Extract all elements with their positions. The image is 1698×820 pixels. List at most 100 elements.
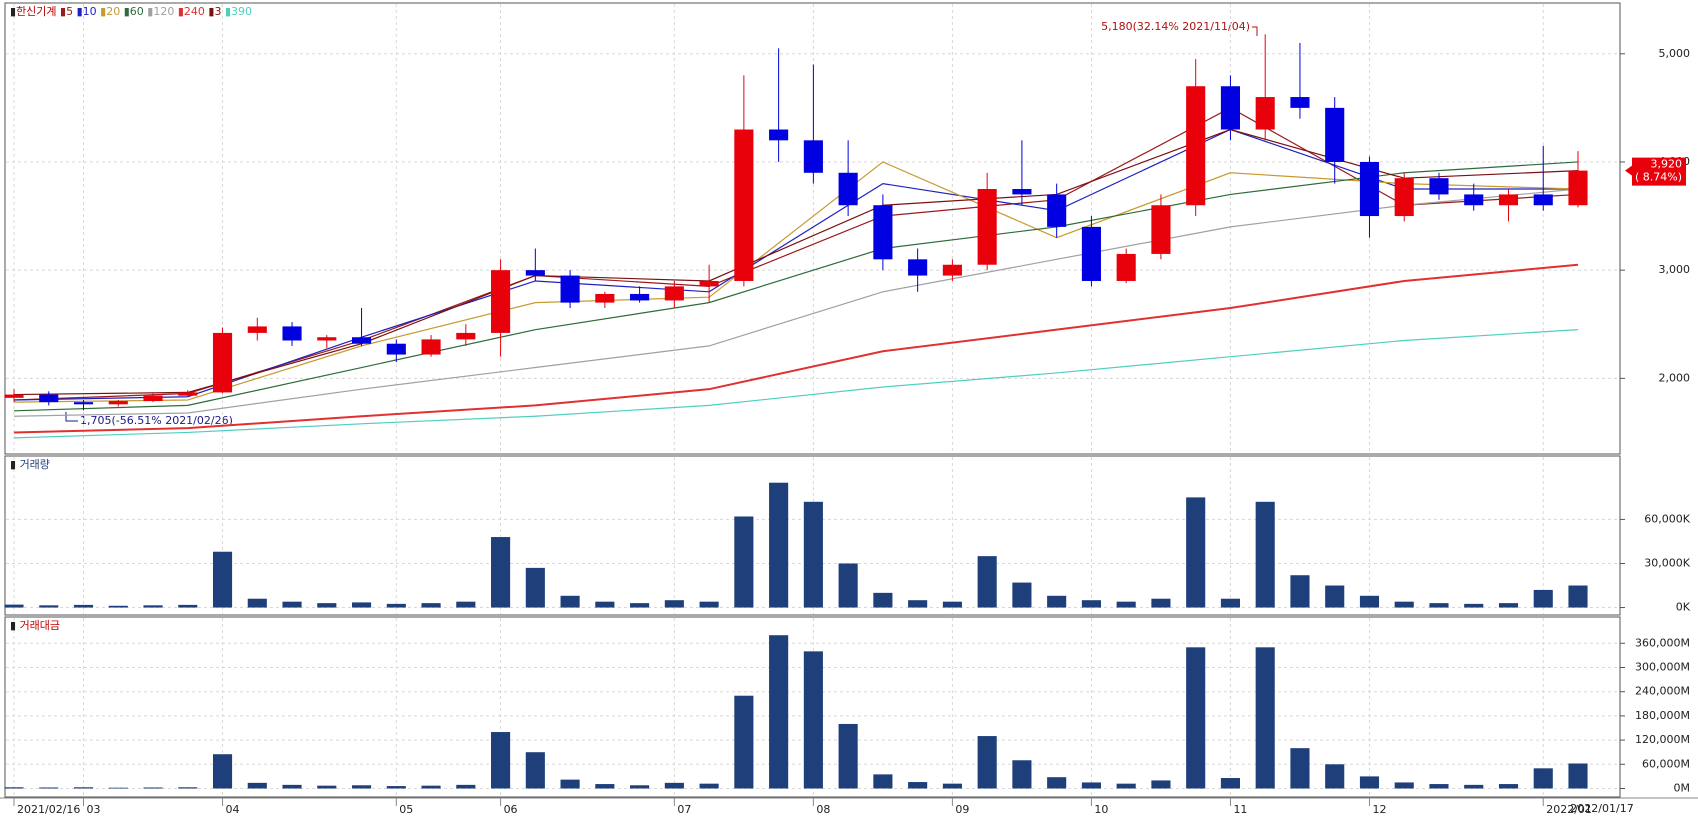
legend-entry: 3 <box>214 5 221 18</box>
bar <box>351 602 372 608</box>
candle-body <box>1255 97 1275 130</box>
legend-entry: ▮ <box>120 5 130 18</box>
bar <box>1186 647 1206 789</box>
bar <box>143 787 163 789</box>
legend-entry: 한신기계 <box>16 5 56 18</box>
y-tick-label: 120,000M <box>1635 733 1690 746</box>
bar <box>525 752 545 789</box>
bar <box>491 537 511 608</box>
legend-entry: 390 <box>231 5 252 18</box>
y-tick-label: 180,000M <box>1635 709 1690 722</box>
bar <box>456 601 476 608</box>
bar <box>1568 585 1588 608</box>
legend-entry: ▮ <box>57 5 67 18</box>
candle-body <box>317 337 337 341</box>
legend-marker: ▮ <box>10 458 20 471</box>
bar <box>769 635 789 789</box>
candle-body <box>525 270 545 276</box>
bar <box>108 605 128 608</box>
bar <box>212 551 233 608</box>
candle-body <box>1081 226 1101 281</box>
candle-body <box>1325 107 1345 162</box>
candle-body <box>1012 189 1032 195</box>
bar <box>1359 776 1380 789</box>
bar <box>1429 603 1449 608</box>
moving-average-line <box>13 161 1579 403</box>
candle-body <box>212 332 233 393</box>
bar <box>386 603 406 608</box>
bar <box>317 603 337 608</box>
bar <box>699 601 719 608</box>
high-annotation: 5,180(32.14% 2021/11/04) <box>1101 20 1250 33</box>
last-price: 3,920 <box>1651 158 1683 171</box>
bar <box>4 604 24 608</box>
legend-entry: 5 <box>66 5 73 18</box>
legend-entry: ▮ <box>221 5 231 18</box>
bar <box>178 604 198 608</box>
bar <box>1255 647 1275 789</box>
candle-body <box>803 140 823 173</box>
candle-body <box>1533 194 1553 206</box>
bar <box>1325 764 1345 789</box>
bar <box>282 784 302 789</box>
candle-body <box>386 343 406 355</box>
candle-body <box>873 205 893 260</box>
bar <box>1533 768 1553 789</box>
annotation-arrow <box>1252 26 1258 36</box>
bar <box>1290 575 1310 608</box>
candle-body <box>1186 86 1206 206</box>
bar <box>421 785 441 789</box>
bar <box>908 782 928 789</box>
bar <box>1568 763 1588 789</box>
bar <box>1220 598 1241 608</box>
x-tick-label: 11 <box>1233 803 1247 816</box>
candle-body <box>734 129 754 281</box>
bar <box>838 723 858 789</box>
bar <box>1498 784 1519 789</box>
legend-entry: 240 <box>184 5 205 18</box>
bar <box>1220 778 1241 789</box>
y-tick-label: 0K <box>1676 601 1691 614</box>
bar <box>317 785 337 789</box>
bar <box>699 783 719 789</box>
bar <box>1151 598 1171 608</box>
y-tick-label: 300,000M <box>1635 660 1690 673</box>
legend-entry: 60 <box>130 5 144 18</box>
candle-body <box>1151 205 1171 254</box>
amount-panel <box>4 616 1621 798</box>
candle-body <box>1429 178 1449 195</box>
panel-title: ▮ 거래량 <box>10 458 50 471</box>
bar <box>838 563 858 608</box>
candle-body <box>560 275 580 303</box>
x-tick-label: 06 <box>504 803 518 816</box>
candle-body <box>4 394 24 398</box>
bar <box>873 592 893 608</box>
candle-body <box>1394 178 1414 217</box>
candle-body <box>1047 194 1067 227</box>
candle-body <box>108 401 128 405</box>
candle-body <box>908 259 928 276</box>
bar <box>560 595 580 608</box>
x-tick-label: 10 <box>1094 803 1108 816</box>
bar <box>247 782 267 789</box>
bar <box>1116 601 1136 608</box>
annotation-arrow <box>65 412 78 422</box>
bar <box>1186 497 1206 608</box>
y-tick-label: 2,000 <box>1659 371 1691 384</box>
bar <box>1047 777 1067 789</box>
bar <box>1325 585 1345 608</box>
candle-body <box>595 293 615 303</box>
bar <box>351 785 372 789</box>
y-tick-label: 60,000K <box>1644 512 1690 525</box>
legend-marker: ▮ <box>10 619 20 632</box>
legend-entry: ▮ <box>205 5 215 18</box>
candle-body <box>942 264 962 276</box>
bar <box>734 695 754 789</box>
x-tick-label: 03 <box>87 803 101 816</box>
last-change: ( 8.74%) <box>1635 171 1682 184</box>
legend-entry: 10 <box>83 5 97 18</box>
bar <box>1151 780 1171 789</box>
bar <box>1012 760 1032 789</box>
bar <box>39 605 59 608</box>
y-tick-label: 5,000 <box>1659 47 1691 60</box>
